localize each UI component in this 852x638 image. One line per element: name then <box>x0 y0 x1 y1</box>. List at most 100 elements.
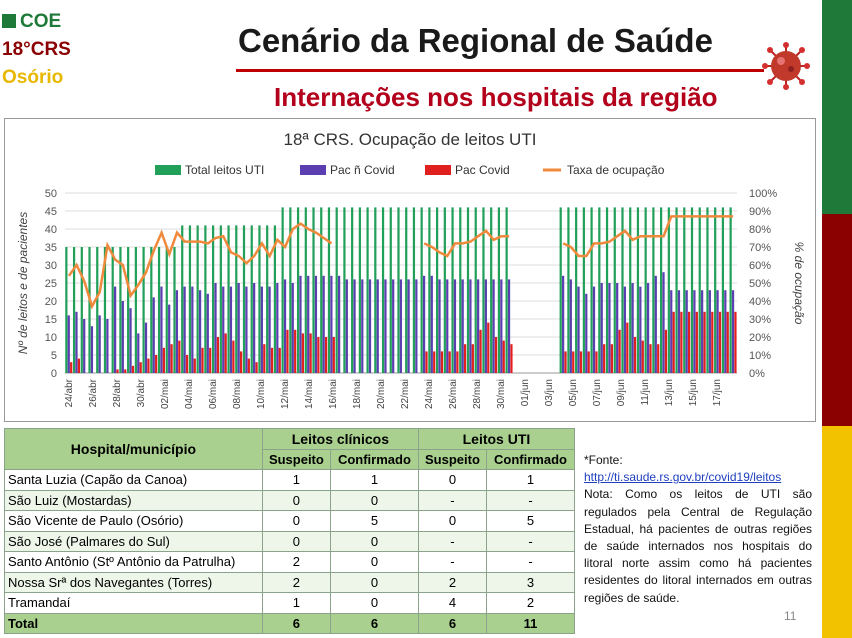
x-tick-label: 22/mai <box>400 379 411 409</box>
y2-tick-label: 80% <box>749 224 771 236</box>
chart-bar <box>296 207 300 373</box>
coronavirus-icon <box>762 42 810 90</box>
chart-bar <box>662 272 665 373</box>
chart-bar <box>626 322 629 373</box>
chart-bar <box>127 247 130 373</box>
chart-bar <box>690 207 694 373</box>
chart-bar <box>131 365 135 373</box>
chart-bar <box>623 286 627 373</box>
chart-bar <box>366 207 369 373</box>
y-tick-label: 15 <box>45 314 57 326</box>
y-axis-label: Nº de leitos e de pacientes <box>16 212 30 354</box>
chart-bar <box>425 351 428 373</box>
table-cell: 5 <box>486 510 575 532</box>
hospital-name: Santa Luzia (Capão da Canoa) <box>4 469 263 491</box>
chart-bar <box>448 351 451 373</box>
table-cell: 0 <box>329 571 419 593</box>
chart-bar <box>83 319 86 373</box>
chart-bar <box>155 355 158 373</box>
chart-bar <box>384 279 387 373</box>
chart-bar <box>147 358 150 373</box>
chart-bar <box>134 247 137 373</box>
table-row: Santa Luzia (Capão da Canoa) 1 1 0 1 <box>4 469 575 491</box>
chart-bar <box>77 358 81 373</box>
source-label: *Fonte: <box>584 453 623 467</box>
table-cell: 2 <box>261 551 331 573</box>
chart-bar <box>227 225 230 373</box>
chart-bar <box>250 225 253 373</box>
chart-bar <box>688 311 691 373</box>
chart-bar <box>124 369 127 373</box>
chart-bar <box>701 290 704 373</box>
table-cell: - <box>417 530 488 552</box>
x-tick-label: 30/abr <box>136 378 147 407</box>
chart-bar <box>603 344 606 373</box>
table-cell: 0 <box>417 510 488 532</box>
chart-bar <box>75 311 78 373</box>
chart-bar <box>351 207 354 373</box>
chart-bar <box>268 286 271 373</box>
chart-bar <box>137 333 140 373</box>
chart-bar <box>270 347 274 373</box>
table-cell: - <box>486 551 575 573</box>
chart-bar <box>605 207 609 373</box>
table-cell: 1 <box>486 469 575 491</box>
chart-bar <box>255 362 258 373</box>
total-cell: 6 <box>329 612 419 634</box>
chart-bar <box>633 337 637 373</box>
chart-bar <box>660 207 663 373</box>
table-cell: - <box>417 489 488 511</box>
chart-bar <box>587 351 590 373</box>
y-tick-label: 40 <box>45 224 57 236</box>
chart-bar <box>482 207 485 373</box>
chart-bar <box>490 207 493 373</box>
chart-bar <box>484 279 487 373</box>
chart-bar <box>621 207 624 373</box>
chart-bar <box>338 275 341 373</box>
chart-bar <box>330 275 333 373</box>
th-sub: Confirmado <box>329 448 419 470</box>
chart-bar <box>181 225 184 373</box>
legend-swatch <box>300 165 326 175</box>
x-tick-label: 13/jun <box>664 379 675 406</box>
chart-bar <box>644 207 647 373</box>
chart-bar <box>157 247 161 373</box>
table-cell: 2 <box>486 592 575 614</box>
chart-bar <box>502 340 505 373</box>
chart-bar <box>629 207 632 373</box>
chart-bar <box>510 344 513 373</box>
table-cell: 4 <box>417 592 488 614</box>
chart-bar <box>420 207 423 373</box>
y2-tick-label: 70% <box>749 242 771 254</box>
chart-bar <box>399 279 403 373</box>
x-tick-label: 03/jun <box>544 379 555 406</box>
table-cell: 0 <box>329 489 419 511</box>
chart-bar <box>235 225 238 373</box>
chart-bar <box>289 207 292 373</box>
chart-bar <box>253 283 256 373</box>
chart-bar <box>685 290 688 373</box>
x-tick-label: 17/jun <box>712 379 723 406</box>
chart-bar <box>703 311 706 373</box>
chart-bar <box>361 279 364 373</box>
chart-bar <box>433 351 436 373</box>
chart-bar <box>412 207 416 373</box>
chart-bar <box>446 279 449 373</box>
y2-tick-label: 40% <box>749 296 771 308</box>
chart-bar <box>595 351 598 373</box>
chart-bar <box>116 369 119 373</box>
logo-line3: Osório <box>2 67 64 88</box>
chart-bar <box>422 275 426 373</box>
chart-bar <box>193 358 196 373</box>
chart-bar <box>494 337 498 373</box>
chart-bar <box>90 326 94 373</box>
chart-bar <box>294 329 297 373</box>
source-link[interactable]: http://ti.saude.rs.gov.br/covid19/leitos <box>584 470 782 485</box>
chart-bar <box>335 207 338 373</box>
total-cell: 6 <box>417 612 488 634</box>
table-cell: 2 <box>417 571 488 593</box>
x-tick-label: 08/mai <box>232 379 243 409</box>
x-tick-label: 28/abr <box>112 378 123 407</box>
th-sub: Confirmado <box>486 448 575 470</box>
y2-tick-label: 90% <box>749 206 771 218</box>
